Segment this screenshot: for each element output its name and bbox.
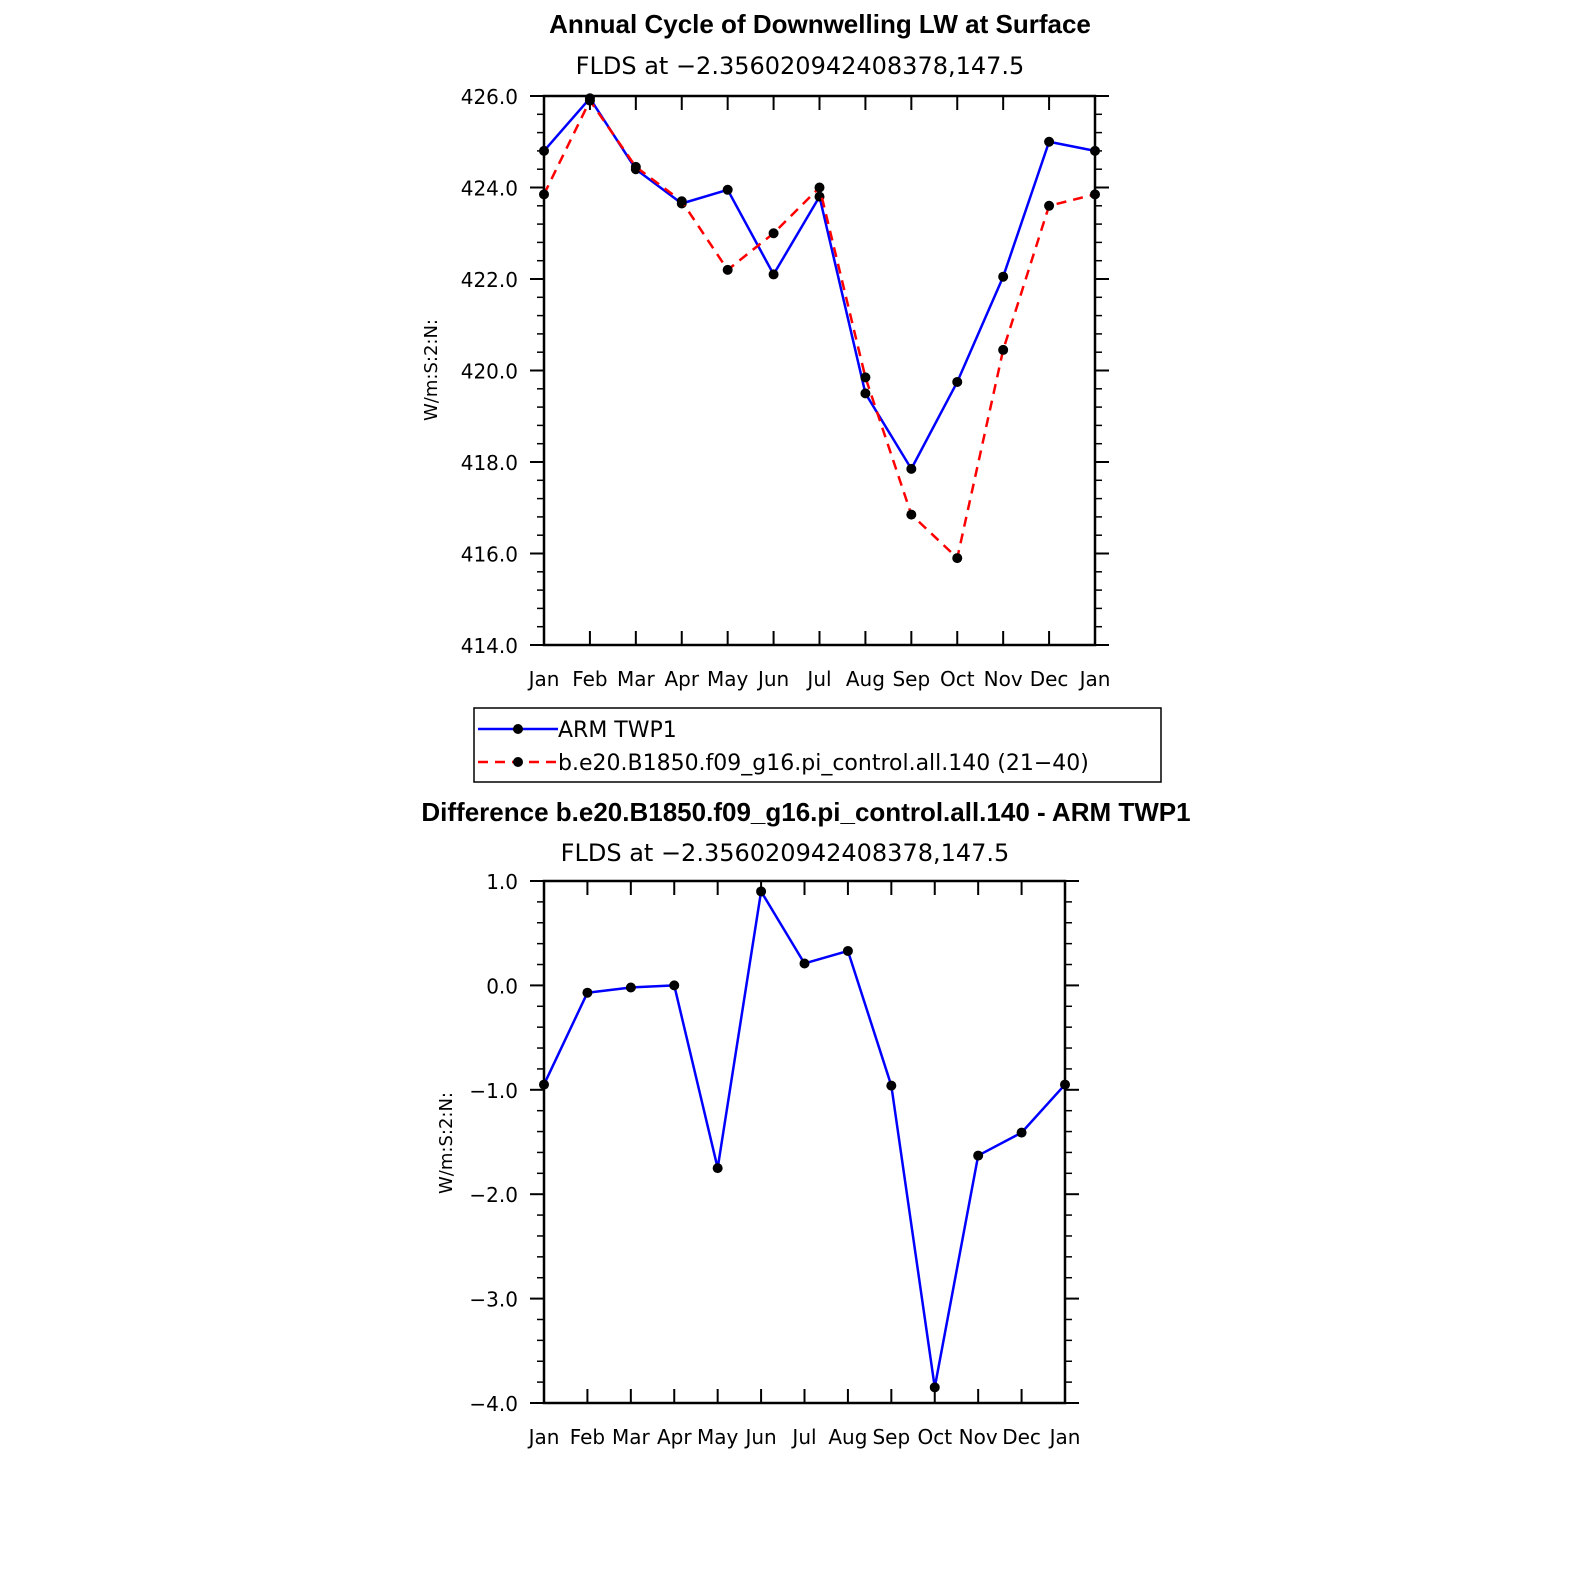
data-point xyxy=(842,945,853,956)
y-tick-label: 420.0 xyxy=(461,360,518,384)
legend-box xyxy=(473,707,1162,783)
y-tick-label: 424.0 xyxy=(461,177,518,201)
data-point xyxy=(768,269,779,280)
data-point xyxy=(998,271,1009,282)
data-point xyxy=(929,1382,940,1393)
axis-ticks: Jan Feb Mar Apr May Jun Jul Aug Sep Oct Nov Dec Jan−… xyxy=(469,870,1080,1449)
x-tick-label: Mar xyxy=(617,667,656,691)
y-tick-label: 416.0 xyxy=(461,543,518,567)
x-tick-label: May xyxy=(697,1425,739,1449)
x-tick-label: Aug xyxy=(846,667,885,691)
series-line xyxy=(543,97,1096,471)
data-point xyxy=(973,1150,984,1161)
legend-marker-arm xyxy=(513,724,523,734)
data-point xyxy=(722,184,733,195)
x-tick-label: Aug xyxy=(828,1425,867,1449)
x-tick-label: Mar xyxy=(612,1425,651,1449)
data-point xyxy=(768,228,779,239)
x-tick-label: Sep xyxy=(892,667,930,691)
chart-subtitle: FLDS at −2.356020942408378,147.5 xyxy=(561,839,1010,867)
data-point xyxy=(860,372,871,383)
y-tick-label: −1.0 xyxy=(469,1079,518,1103)
y-tick-label: 414.0 xyxy=(461,634,518,658)
y-tick-label: 1.0 xyxy=(486,870,518,894)
axis-ticks: Jan Feb Mar Apr May Jun Jul Aug Sep Oct Nov Dec Jan 4… xyxy=(461,85,1111,691)
data-point xyxy=(584,95,595,106)
data-point xyxy=(722,264,733,275)
x-tick-label: Jan xyxy=(1048,1425,1081,1449)
x-tick-label: Nov xyxy=(984,667,1023,691)
plot-frame xyxy=(542,879,1067,1405)
x-tick-label: Oct xyxy=(940,667,975,691)
series-line xyxy=(542,99,1096,560)
x-tick-label: Apr xyxy=(664,667,699,691)
data-point xyxy=(1044,200,1055,211)
data-point xyxy=(998,344,1009,355)
data-point xyxy=(814,182,825,193)
data-point xyxy=(676,196,687,207)
y-tick-label: −4.0 xyxy=(469,1392,518,1416)
x-tick-label: May xyxy=(707,667,749,691)
data-point xyxy=(906,463,917,474)
data-point xyxy=(799,958,810,969)
x-tick-label: Jan xyxy=(527,1425,560,1449)
data-point xyxy=(582,987,593,998)
x-tick-label: Dec xyxy=(1002,1425,1041,1449)
chart-subtitle: FLDS at −2.356020942408378,147.5 xyxy=(576,52,1025,80)
y-tick-label: 422.0 xyxy=(461,268,518,292)
annual-cycle-panel: Annual Cycle of Downwelling LW at Surfac… xyxy=(421,9,1162,783)
data-point xyxy=(860,388,871,399)
data-point xyxy=(625,982,636,993)
x-tick-label: Dec xyxy=(1030,667,1069,691)
legend-marker-model xyxy=(513,757,523,767)
y-axis-label: W/m:S:2:N: xyxy=(436,1092,457,1194)
x-tick-label: Jan xyxy=(1078,667,1111,691)
x-tick-label: Jul xyxy=(790,1425,816,1449)
x-tick-label: Sep xyxy=(872,1425,910,1449)
chart-title: Annual Cycle of Downwelling LW at Surfac… xyxy=(549,9,1091,39)
legend-label-model: b.e20.B1850.f09_g16.pi_control.all.140 (… xyxy=(558,751,1089,776)
plot-series xyxy=(539,886,1070,1393)
y-tick-label: 426.0 xyxy=(461,85,518,109)
x-tick-label: Jun xyxy=(743,1425,776,1449)
data-point xyxy=(886,1080,897,1091)
y-tick-label: −2.0 xyxy=(469,1183,518,1207)
x-tick-label: Feb xyxy=(570,1425,605,1449)
difference-panel: Difference b.e20.B1850.f09_g16.pi_contro… xyxy=(421,797,1190,1449)
data-point xyxy=(630,161,641,172)
y-tick-label: 418.0 xyxy=(461,451,518,475)
x-tick-label: Jul xyxy=(805,667,831,691)
data-point xyxy=(1044,136,1055,147)
data-point xyxy=(1016,1127,1027,1138)
x-tick-label: Jun xyxy=(756,667,789,691)
plot-frame xyxy=(542,94,1097,647)
data-point xyxy=(756,886,767,897)
legend: ARM TWP1 b.e20.B1850.f09_g16.pi_control.… xyxy=(473,707,1162,783)
data-point xyxy=(952,376,963,387)
chart-title: Difference b.e20.B1850.f09_g16.pi_contro… xyxy=(421,797,1190,827)
data-point xyxy=(906,509,917,520)
x-tick-label: Oct xyxy=(917,1425,952,1449)
x-tick-label: Apr xyxy=(657,1425,692,1449)
y-axis-label: W/m:S:2:N: xyxy=(421,319,442,421)
plot-series xyxy=(539,93,1100,564)
x-tick-label: Jan xyxy=(527,667,560,691)
y-tick-label: 0.0 xyxy=(486,974,518,998)
legend-label-arm: ARM TWP1 xyxy=(558,718,677,743)
x-tick-label: Feb xyxy=(572,667,607,691)
data-point xyxy=(952,553,963,564)
x-tick-label: Nov xyxy=(959,1425,998,1449)
data-point xyxy=(669,980,680,991)
y-tick-label: −3.0 xyxy=(469,1288,518,1312)
data-point xyxy=(712,1163,723,1174)
